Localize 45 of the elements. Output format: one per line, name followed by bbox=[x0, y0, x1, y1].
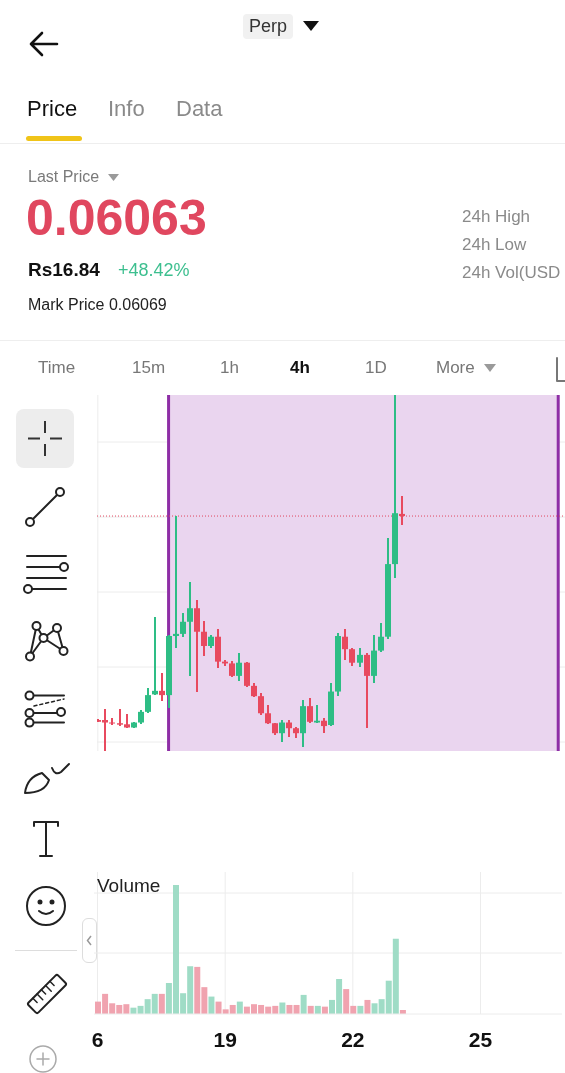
text: 0.06063 bbox=[26, 190, 207, 246]
text: Perp bbox=[249, 16, 288, 36]
candlestick bbox=[180, 611, 186, 639]
text: Time bbox=[38, 358, 76, 377]
text: 24h High bbox=[462, 207, 531, 226]
text: 24h Vol(USD bbox=[462, 263, 561, 282]
text: +48.42% bbox=[118, 260, 190, 280]
x-tick-label: 19 bbox=[213, 1027, 237, 1051]
text: Info bbox=[108, 96, 145, 121]
candlestick bbox=[364, 652, 370, 729]
candlestick bbox=[357, 647, 363, 668]
x-tick-label: 25 bbox=[468, 1027, 493, 1051]
candlestick bbox=[307, 697, 313, 725]
candlestick bbox=[159, 671, 165, 702]
text: 1h bbox=[220, 358, 239, 377]
candlestick bbox=[378, 622, 384, 653]
candlestick bbox=[145, 686, 151, 715]
candlestick bbox=[265, 704, 271, 725]
text: 1D bbox=[365, 358, 387, 377]
candlestick bbox=[314, 704, 320, 725]
bar bbox=[158, 993, 165, 1014]
candlestick bbox=[201, 620, 207, 657]
text: Data bbox=[176, 96, 223, 121]
bar bbox=[208, 996, 215, 1014]
x-tick-label: 22 bbox=[341, 1027, 365, 1051]
text: 24h Low bbox=[462, 235, 527, 254]
bar bbox=[364, 999, 371, 1014]
chart-title: Volume bbox=[97, 875, 161, 896]
candlestick bbox=[194, 599, 200, 693]
candlestick bbox=[187, 581, 193, 677]
text: Mark Price 0.06069 bbox=[28, 296, 167, 313]
candlestick bbox=[173, 515, 179, 650]
bar bbox=[300, 994, 307, 1014]
candlestick bbox=[342, 628, 348, 661]
x-tick-label: 6 bbox=[91, 1027, 104, 1051]
text: 15m bbox=[132, 358, 166, 377]
text: Last Price bbox=[28, 168, 100, 185]
candlestick bbox=[236, 652, 242, 682]
text: 4h bbox=[290, 358, 310, 377]
candlestick bbox=[279, 719, 285, 743]
text: Rs16.84 bbox=[28, 259, 100, 280]
text: Price bbox=[27, 96, 78, 121]
candlestick bbox=[258, 692, 264, 717]
text: More bbox=[436, 358, 475, 377]
candlestick bbox=[244, 660, 250, 688]
